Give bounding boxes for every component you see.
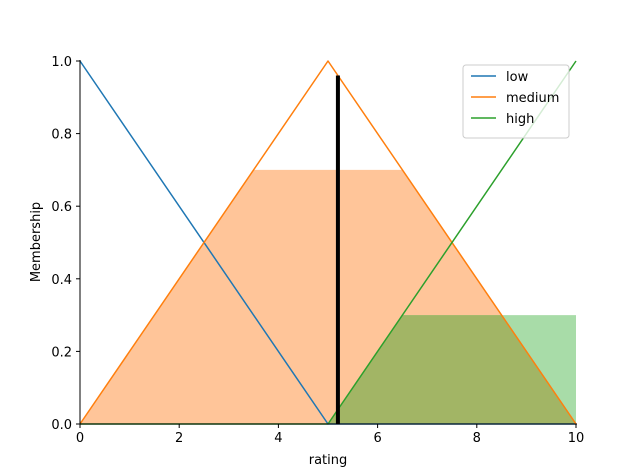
legend-label-low: low <box>506 70 529 85</box>
x-tick-label: 10 <box>568 431 585 446</box>
x-tick-label: 8 <box>473 431 481 446</box>
y-axis-label: Membership <box>29 202 44 282</box>
legend-box <box>462 64 570 139</box>
y-tick-label: 0.2 <box>51 345 72 360</box>
y-tick-label: 0.6 <box>51 200 72 215</box>
axes <box>79 60 577 425</box>
x-tick-label: 4 <box>274 431 282 446</box>
ticks: 0 2 4 6 8 10 0.0 0.2 0.4 0.6 0.8 1.0 <box>51 55 584 446</box>
legend-label-high: high <box>506 112 534 127</box>
x-axis-label: rating <box>309 453 348 468</box>
y-tick-label: 0.0 <box>51 418 72 433</box>
filled-regions <box>80 169 576 424</box>
x-tick-label: 0 <box>76 431 84 446</box>
y-tick-label: 0.8 <box>51 128 72 143</box>
legend-label-medium: medium <box>506 91 559 106</box>
y-tick-label: 1.0 <box>51 55 72 70</box>
y-tick-label: 0.4 <box>51 273 72 288</box>
fill-overlap <box>328 315 576 424</box>
legend: low medium high <box>462 64 570 139</box>
series-line-medium <box>79 60 577 425</box>
x-tick-label: 2 <box>175 431 183 446</box>
x-tick-label: 6 <box>373 431 381 446</box>
